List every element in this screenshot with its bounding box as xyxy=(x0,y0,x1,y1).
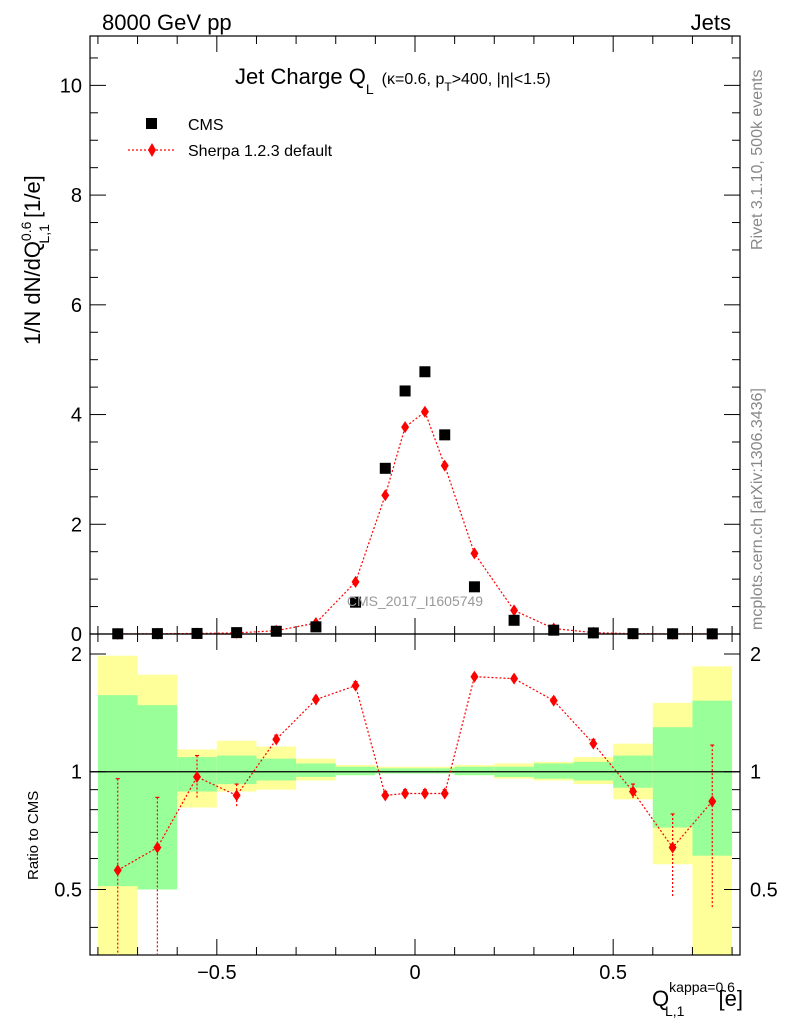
mc-ratio-point xyxy=(193,770,202,783)
cms-point xyxy=(468,581,480,593)
y-tick-label: 6 xyxy=(71,295,82,317)
mc-ratio-point xyxy=(510,672,519,685)
band-inner-bin xyxy=(256,758,297,781)
title-main-sub: L xyxy=(366,81,374,97)
band-inner-bin xyxy=(395,768,415,774)
mc-ratio-point xyxy=(440,787,449,800)
mc-ratio-point xyxy=(401,787,410,800)
ratio-y-tick-label: 1 xyxy=(71,762,82,784)
x-tick-label: 0.5 xyxy=(599,962,627,984)
legend-cms-marker xyxy=(146,118,157,129)
mc-point xyxy=(381,489,390,502)
xlabel-sup: kappa=0.6 xyxy=(669,979,735,995)
header-right: Jets xyxy=(691,10,731,35)
band-inner-bin xyxy=(97,695,138,887)
mc-ratio-point xyxy=(311,693,320,706)
ratio-y-tick-label-right: 2 xyxy=(750,644,761,666)
band-inner-bin xyxy=(434,768,455,774)
y-tick-label: 0 xyxy=(71,624,82,646)
mc-point xyxy=(420,405,429,418)
band-inner-bin xyxy=(216,755,257,785)
band-inner-bin xyxy=(652,727,693,828)
ratio-axis-label: Ratio to CMS xyxy=(25,791,42,880)
xlabel-sub: L,1 xyxy=(665,1003,685,1019)
cms-point xyxy=(350,596,362,608)
cms-point xyxy=(419,366,431,378)
cms-point xyxy=(310,621,322,633)
mcplots-label: mcplots.cern.ch [arXiv:1306.3436] xyxy=(749,388,766,630)
mc-ratio-point xyxy=(232,789,241,802)
mc-line xyxy=(117,410,713,635)
ratio-plot: −0.5 0 0.5 0.5 0.5 1 1 2 2 xyxy=(54,633,778,984)
x-axis-label: Qkappa=0.6 L,1 [e] xyxy=(652,979,743,1019)
rivet-label: Rivet 3.1.10, 500k events xyxy=(749,69,766,250)
ylabel-sub: L,1 xyxy=(36,224,52,244)
x-tick-label: −0.5 xyxy=(197,962,236,984)
mc-ratio-point xyxy=(351,679,360,692)
mc-point xyxy=(351,575,360,588)
y-tick-label: 8 xyxy=(71,185,82,207)
y-tick-label: 4 xyxy=(71,405,82,427)
plot-title: Jet Charge QL (κ=0.6, pT>400, |η|<1.5) xyxy=(235,64,551,97)
ylabel-b: [1/e] xyxy=(20,175,45,224)
title-cond-b: >400, |η|<1.5) xyxy=(452,71,551,88)
mc-ratio-point xyxy=(708,795,717,808)
cms-point xyxy=(587,627,599,639)
mc-ratio-point xyxy=(420,787,429,800)
legend-sherpa-marker xyxy=(148,143,156,157)
cms-point xyxy=(508,614,520,626)
ratio-y-tick-label: 2 xyxy=(71,644,82,666)
cms-point xyxy=(548,624,560,636)
x-tick-label: 0 xyxy=(409,962,420,984)
band-inner-bin xyxy=(296,763,336,777)
band-inner-bin xyxy=(533,763,574,779)
band-inner-bin xyxy=(335,766,376,776)
cms-point xyxy=(231,627,243,639)
mc-ratio-point xyxy=(549,694,558,707)
mc-point xyxy=(401,421,410,434)
mc-ratio-point xyxy=(381,789,390,802)
cms-point xyxy=(270,625,282,637)
y-tick-label: 2 xyxy=(71,514,82,536)
cms-point xyxy=(399,385,411,397)
watermark: CMS_2017_I1605749 xyxy=(347,593,483,609)
legend-cms-label: CMS xyxy=(188,117,224,134)
title-main: Jet Charge Q xyxy=(235,64,366,89)
mc-ratio-point xyxy=(589,737,598,750)
xlabel-b: [e] xyxy=(712,986,743,1011)
cms-point xyxy=(379,462,391,474)
cms-point xyxy=(439,429,451,441)
mc-point xyxy=(510,604,519,617)
band-inner-bin xyxy=(415,768,435,774)
ylabel-a: 1/N dN/dQ xyxy=(20,241,45,345)
mc-ratio-point xyxy=(628,785,637,798)
ylabel-sup: 0.6 xyxy=(18,221,34,241)
mc-point xyxy=(440,459,449,472)
ratio-y-tick-label-right: 1 xyxy=(750,762,761,784)
title-cond-sub: T xyxy=(444,80,452,94)
mc-ratio-point xyxy=(470,670,479,683)
header-left: 8000 GeV pp xyxy=(102,10,232,35)
main-plot: 0 2 4 6 8 10 xyxy=(60,35,741,646)
mc-ratio-point xyxy=(272,733,281,746)
band-inner-bin xyxy=(454,766,495,776)
ratio-y-tick-label-right: 0.5 xyxy=(750,879,778,901)
ratio-y-tick-label: 0.5 xyxy=(54,879,82,901)
y-tick-label: 10 xyxy=(60,75,82,97)
mc-ratio-point xyxy=(113,864,122,877)
legend: CMS Sherpa 1.2.3 default xyxy=(128,117,333,160)
legend-sherpa-label: Sherpa 1.2.3 default xyxy=(188,143,333,160)
mc-ratio-point xyxy=(153,841,162,854)
mc-ratio-point xyxy=(668,841,677,854)
mc-point xyxy=(470,547,479,560)
xlabel-a: Q xyxy=(652,986,669,1011)
title-cond-a: (κ=0.6, p xyxy=(382,71,445,88)
band-inner-bin xyxy=(375,768,396,774)
mc-ratio-line xyxy=(117,676,713,871)
y-axis-label: 1/N dN/dQ0.6 L,1 [1/e] xyxy=(18,175,52,345)
